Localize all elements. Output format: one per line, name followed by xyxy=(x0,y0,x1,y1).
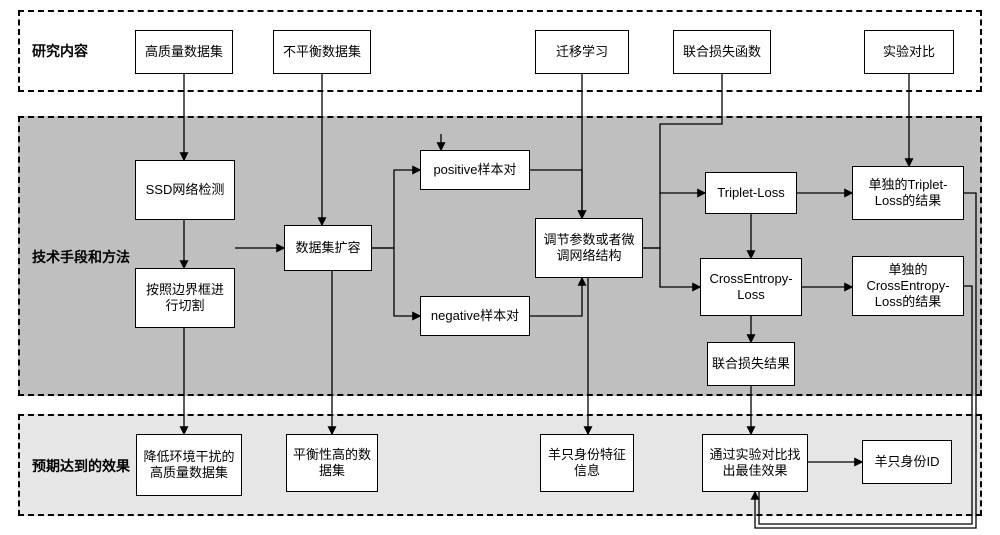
node-m_pos: positive样本对 xyxy=(420,150,530,190)
node-m_cut: 按照边界框进行切割 xyxy=(135,268,235,328)
node-r4: 联合损失函数 xyxy=(673,30,771,74)
node-r3: 迁移学习 xyxy=(535,30,629,74)
node-e_hq: 降低环境干扰的高质量数据集 xyxy=(136,434,242,496)
node-m_trip_r: 单独的Triplet-Loss的结果 xyxy=(852,166,964,220)
node-m_tune: 调节参数或者微调网络结构 xyxy=(535,218,643,278)
node-r1: 高质量数据集 xyxy=(135,30,233,74)
node-r2: 不平衡数据集 xyxy=(273,30,371,74)
node-m_joint: 联合损失结果 xyxy=(707,342,795,386)
sec-methods-label: 技术手段和方法 xyxy=(32,248,130,266)
node-r5: 实验对比 xyxy=(864,30,954,74)
node-e_best: 通过实验对比找出最佳效果 xyxy=(702,434,808,492)
node-m_aug: 数据集扩容 xyxy=(284,225,372,271)
node-m_ce_r: 单独的CrossEntropy-Loss的结果 xyxy=(852,256,964,316)
node-m_neg: negative样本对 xyxy=(420,296,530,336)
node-m_trip: Triplet-Loss xyxy=(705,172,797,214)
sec-research-label: 研究内容 xyxy=(32,42,88,60)
diagram-canvas: 研究内容技术手段和方法预期达到的效果 高质量数据集不平衡数据集 迁移学习联合损失函数… xyxy=(0,0,1000,535)
node-e_bal: 平衡性高的数据集 xyxy=(286,434,378,492)
sec-expected-label: 预期达到的效果 xyxy=(32,457,130,475)
node-m_ssd: SSD网络检测 xyxy=(135,160,235,220)
node-e_sheep: 羊只身份ID xyxy=(862,440,952,484)
node-m_ce: CrossEntropy-Loss xyxy=(700,258,802,316)
node-e_id: 羊只身份特征信息 xyxy=(540,434,634,492)
